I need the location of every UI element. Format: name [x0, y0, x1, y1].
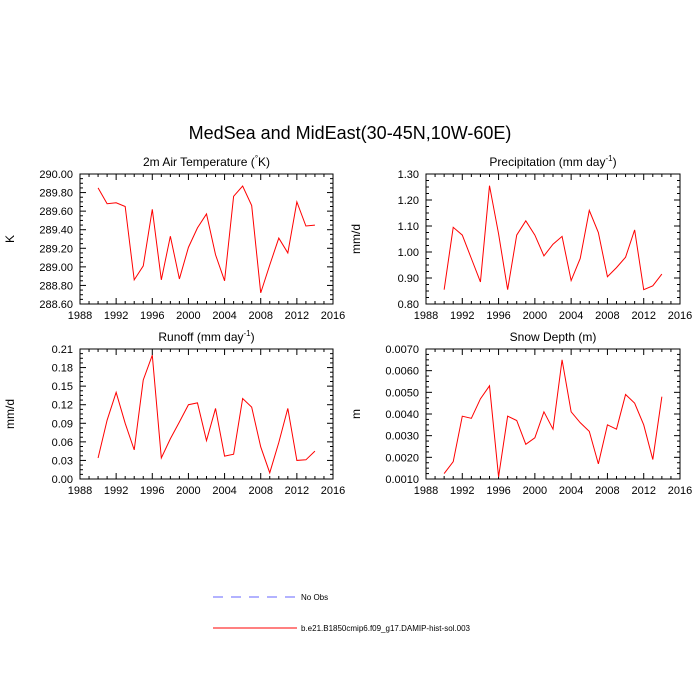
- precipitation-xtick-label: 2004: [559, 310, 583, 322]
- temperature-panel: 2m Air Temperature (°K) K 1988 1992 1996 2000…: [3, 154, 345, 322]
- runoff-ytick-label: 0.06: [52, 437, 73, 449]
- snow-depth-ytick-label: 0.0040: [385, 409, 419, 421]
- temperature-ytick-label: 289.40: [39, 225, 73, 237]
- precipitation-ytick-label: 1.10: [398, 221, 419, 233]
- temperature-ytick-label: 289.80: [39, 188, 73, 200]
- temperature-ytick-label: 290.00: [39, 169, 73, 181]
- snow-depth-xtick-label: 2004: [559, 485, 583, 497]
- runoff-title: Runoff (mm day-1): [158, 329, 254, 344]
- snow-depth-ytick-label: 0.0030: [385, 431, 419, 443]
- snow-depth-ytick-label: 0.0010: [385, 474, 419, 486]
- precipitation-ytick-label: 0.80: [398, 299, 419, 311]
- precipitation-xtick-label: 2012: [631, 310, 655, 322]
- snow-depth-ytick-label: 0.0050: [385, 387, 419, 399]
- temperature-xtick-label: 2012: [285, 310, 309, 322]
- runoff-xtick-label: 2008: [248, 485, 272, 497]
- precipitation-xtick-label: 2008: [595, 310, 619, 322]
- snow-depth-xtick-label: 1988: [414, 485, 438, 497]
- runoff-xtick-label: 2012: [285, 485, 309, 497]
- snow-depth-xtick-label: 2012: [631, 485, 655, 497]
- temperature-xtick-label: 2016: [321, 310, 345, 322]
- precipitation-ytick-label: 0.90: [398, 273, 419, 285]
- snow-depth-xtick-label: 2016: [668, 485, 692, 497]
- runoff-panel: Runoff (mm day-1) mm/d 1988 1992 1996 2000 200…: [3, 329, 345, 497]
- legend: No Obs b.e21.B1850cmip6.f09_g17.DAMIP-hi…: [213, 593, 471, 633]
- precipitation-xtick-label: 1996: [486, 310, 510, 322]
- runoff-xtick-label: 1996: [140, 485, 164, 497]
- precipitation-panel: Precipitation (mm day-1) mm/d 1988 1992 1996…: [349, 154, 692, 322]
- temperature-ytick-label: 289.60: [39, 206, 73, 218]
- precipitation-ytick-label: 1.30: [398, 169, 419, 181]
- figure-title: MedSea and MidEast(30-45N,10W-60E): [189, 123, 512, 143]
- runoff-xtick-label: 2000: [176, 485, 200, 497]
- temperature-xtick-label: 2008: [248, 310, 272, 322]
- snow-depth-frame: [425, 348, 681, 480]
- legend-no-obs-label: No Obs: [301, 593, 328, 602]
- panels: 2m Air Temperature (°K) K 1988 1992 1996 2000…: [3, 154, 692, 497]
- runoff-xtick-label: 2004: [212, 485, 236, 497]
- precipitation-xtick-label: 2000: [523, 310, 547, 322]
- precipitation-ylabel: mm/d: [349, 224, 363, 254]
- temperature-ytick-label: 289.00: [39, 262, 73, 274]
- runoff-ytick-label: 0.00: [52, 474, 73, 486]
- runoff-ytick-label: 0.09: [52, 418, 73, 430]
- runoff-series-line: [97, 355, 316, 475]
- legend-model-label: b.e21.B1850cmip6.f09_g17.DAMIP-hist-sol.…: [301, 624, 471, 633]
- snow-depth-title: Snow Depth (m): [510, 330, 597, 344]
- snow-depth-xtick-label: 1992: [450, 485, 474, 497]
- temperature-xtick-label: 1988: [68, 310, 92, 322]
- runoff-ytick-label: 0.15: [52, 381, 73, 393]
- snow-depth-xtick-label: 2000: [523, 485, 547, 497]
- temperature-frame: [79, 173, 334, 305]
- precipitation-xtick-label: 1992: [450, 310, 474, 322]
- temperature-title: 2m Air Temperature (°K): [143, 154, 270, 169]
- temperature-xtick-label: 2004: [212, 310, 236, 322]
- runoff-xtick-label: 1988: [68, 485, 92, 497]
- snow-depth-ylabel: m: [349, 409, 363, 419]
- snow-depth-ytick-label: 0.0070: [385, 344, 419, 356]
- temperature-ytick-label: 289.20: [39, 243, 73, 255]
- precipitation-xtick-label: 1988: [414, 310, 438, 322]
- temperature-xtick-label: 1996: [140, 310, 164, 322]
- snow-depth-xtick-label: 2008: [595, 485, 619, 497]
- temperature-ytick-label: 288.60: [39, 299, 73, 311]
- runoff-ytick-label: 0.21: [52, 344, 73, 356]
- runoff-ylabel: mm/d: [3, 399, 17, 429]
- snow-depth-xtick-label: 1996: [486, 485, 510, 497]
- snow-depth-ytick-label: 0.0060: [385, 366, 419, 378]
- temperature-ylabel: K: [3, 235, 17, 243]
- snow-depth-series-line: [443, 359, 663, 477]
- temperature-xtick-label: 2000: [176, 310, 200, 322]
- runoff-frame: [79, 348, 334, 480]
- temperature-ytick-label: 288.80: [39, 280, 73, 292]
- temperature-xtick-label: 1992: [104, 310, 128, 322]
- precipitation-series-line: [443, 185, 663, 291]
- temperature-series-line: [97, 185, 315, 294]
- runoff-ytick-label: 0.18: [52, 363, 73, 375]
- runoff-ytick-label: 0.12: [52, 400, 73, 412]
- snow-depth-panel: Snow Depth (m) m 1988 1992 1996 2000 2004 2008 2…: [349, 330, 692, 497]
- precipitation-ytick-label: 1.20: [398, 195, 419, 207]
- runoff-xtick-label: 1992: [104, 485, 128, 497]
- runoff-ytick-label: 0.03: [52, 455, 73, 467]
- precipitation-ytick-label: 1.00: [398, 247, 419, 259]
- snow-depth-ytick-label: 0.0020: [385, 452, 419, 464]
- runoff-xtick-label: 2016: [321, 485, 345, 497]
- precipitation-title: Precipitation (mm day-1): [489, 154, 616, 169]
- precipitation-xtick-label: 2016: [668, 310, 692, 322]
